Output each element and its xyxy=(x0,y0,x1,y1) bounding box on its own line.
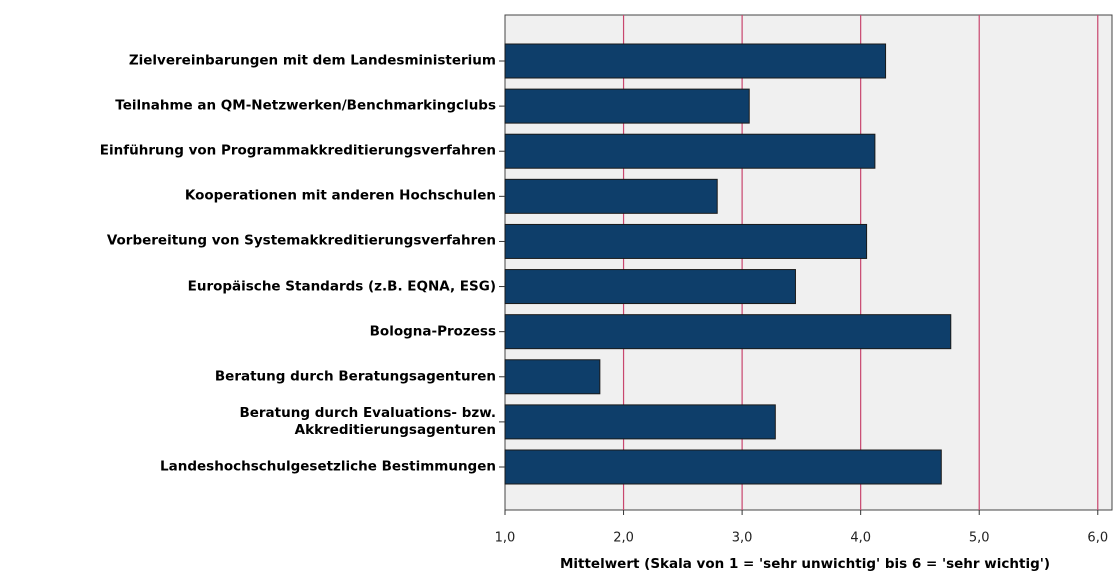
x-tick-label: 1,0 xyxy=(495,531,516,546)
bar xyxy=(504,178,718,214)
y-tick-label: Kooperationen mit anderen Hochschulen xyxy=(184,187,496,204)
bar xyxy=(504,314,952,350)
y-tick-label: Vorbereitung von Systemakkreditierungsve… xyxy=(106,232,496,249)
x-tick-label: 2,0 xyxy=(613,531,634,546)
bar xyxy=(504,43,887,79)
bar xyxy=(504,404,776,440)
bar xyxy=(504,269,796,305)
y-tick-label: Bologna-Prozess xyxy=(369,323,496,340)
bar xyxy=(504,449,942,485)
y-tick-label: Zielvereinbarungen mit dem Landesministe… xyxy=(128,52,496,69)
y-tick-label: Europäische Standards (z.B. EQNA, ESG) xyxy=(187,278,496,295)
y-tick-label: Teilnahme an QM-Netzwerken/Benchmarkingc… xyxy=(115,97,496,114)
y-tick-label: Beratung durch Evaluations- bzw. Akkredi… xyxy=(239,404,496,438)
y-tick-label: Landeshochschulgesetzliche Bestimmungen xyxy=(160,458,496,475)
bar xyxy=(504,133,876,169)
x-tick-label: 4,0 xyxy=(850,531,871,546)
y-tick-label: Beratung durch Beratungsagenturen xyxy=(214,368,496,385)
x-axis-label: Mittelwert (Skala von 1 = 'sehr unwichti… xyxy=(559,556,1051,572)
bar xyxy=(504,223,868,259)
bar xyxy=(504,88,750,124)
bar xyxy=(504,359,601,395)
x-tick-label: 3,0 xyxy=(732,531,753,546)
y-tick-label: Einführung von Programmakkreditierungsve… xyxy=(99,142,496,159)
x-tick-label: 6,0 xyxy=(1087,531,1108,546)
x-tick-label: 5,0 xyxy=(969,531,990,546)
